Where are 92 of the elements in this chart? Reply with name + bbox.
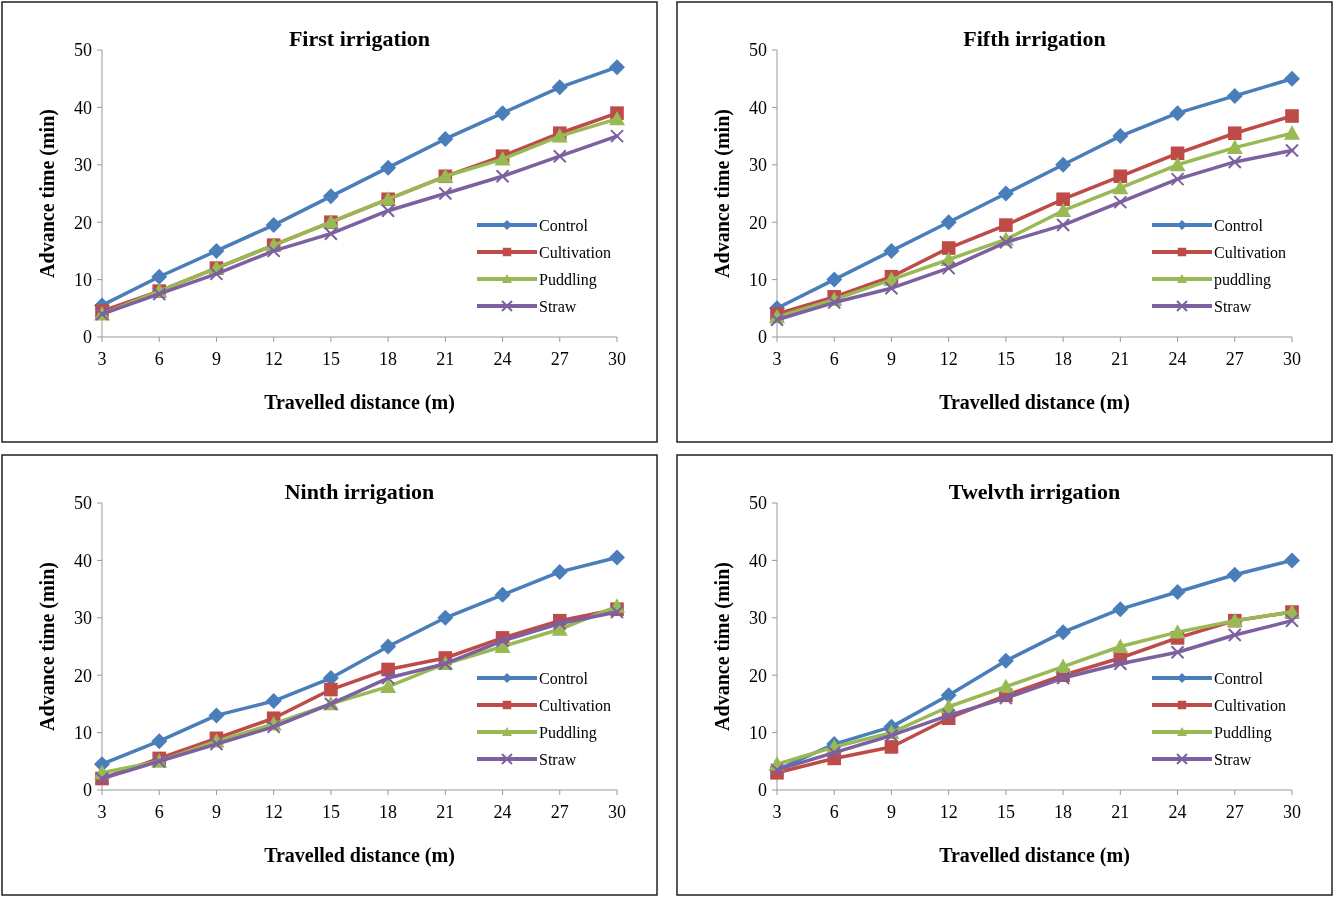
x-tick-label: 27 xyxy=(1225,802,1244,822)
y-tick-label: 0 xyxy=(83,327,92,348)
y-tick-label: 20 xyxy=(749,212,767,233)
x-tick-label: 9 xyxy=(886,802,896,822)
x-tick-label: 9 xyxy=(211,349,221,369)
x-axis-title: Travelled distance (m) xyxy=(939,844,1130,867)
x-tick-label: 12 xyxy=(264,802,283,822)
x-tick-label: 9 xyxy=(886,349,896,369)
legend-label: Cultivation xyxy=(1214,243,1286,261)
chart-title: Ninth irrigation xyxy=(284,479,435,504)
y-tick-label: 40 xyxy=(74,97,92,118)
legend-label: Cultivation xyxy=(539,696,611,714)
y-tick-label: 20 xyxy=(749,665,767,686)
x-tick-label: 21 xyxy=(436,802,455,822)
x-axis-title: Travelled distance (m) xyxy=(264,844,455,867)
y-tick-label: 40 xyxy=(749,97,767,118)
y-tick-label: 50 xyxy=(74,40,92,61)
x-tick-label: 30 xyxy=(608,802,626,822)
x-tick-label: 6 xyxy=(154,802,164,822)
legend-label: Puddling xyxy=(1214,723,1272,742)
x-tick-label: 12 xyxy=(939,349,958,369)
x-tick-label: 24 xyxy=(1168,802,1187,822)
y-tick-label: 30 xyxy=(74,608,92,629)
y-tick-label: 0 xyxy=(758,327,767,348)
y-tick-label: 10 xyxy=(74,722,92,743)
legend-label: Straw xyxy=(1214,750,1252,768)
x-tick-label: 3 xyxy=(772,349,782,369)
x-tick-label: 18 xyxy=(379,802,398,822)
x-tick-label: 15 xyxy=(321,349,340,369)
chart-title: Fifth irrigation xyxy=(963,26,1106,51)
legend-label: Straw xyxy=(539,297,577,315)
legend-label: Puddling xyxy=(539,270,597,289)
chart-title: First irrigation xyxy=(288,26,431,51)
y-tick-label: 20 xyxy=(74,212,92,233)
x-tick-label: 9 xyxy=(211,802,221,822)
x-tick-label: 3 xyxy=(97,802,107,822)
x-tick-label: 24 xyxy=(1168,349,1187,369)
y-tick-label: 40 xyxy=(749,550,767,571)
y-tick-label: 30 xyxy=(74,155,92,176)
x-tick-label: 3 xyxy=(97,349,107,369)
x-tick-label: 15 xyxy=(996,349,1015,369)
y-axis-title: Advance time (min) xyxy=(36,562,59,731)
legend-label: Cultivation xyxy=(539,243,611,261)
legend-label: Control xyxy=(1214,669,1264,687)
legend-label: Control xyxy=(539,669,589,687)
y-axis-title: Advance time (min) xyxy=(711,109,734,278)
y-tick-label: 40 xyxy=(74,550,92,571)
x-tick-label: 24 xyxy=(493,349,512,369)
y-tick-label: 50 xyxy=(749,40,767,61)
y-tick-label: 10 xyxy=(74,269,92,290)
x-tick-label: 18 xyxy=(1054,802,1073,822)
x-tick-label: 15 xyxy=(996,802,1015,822)
legend-label: Control xyxy=(1214,216,1264,234)
x-tick-label: 21 xyxy=(1111,349,1130,369)
x-tick-label: 27 xyxy=(550,802,569,822)
x-tick-label: 6 xyxy=(829,349,839,369)
x-tick-label: 12 xyxy=(939,802,958,822)
x-axis-title: Travelled distance (m) xyxy=(939,391,1130,414)
x-tick-label: 30 xyxy=(608,349,626,369)
x-tick-label: 21 xyxy=(436,349,455,369)
y-axis-title: Advance time (min) xyxy=(36,109,59,278)
x-tick-label: 24 xyxy=(493,802,512,822)
x-tick-label: 30 xyxy=(1283,349,1301,369)
legend-label: Control xyxy=(539,216,589,234)
legend-label: Straw xyxy=(1214,297,1252,315)
y-tick-label: 20 xyxy=(74,665,92,686)
x-tick-label: 15 xyxy=(321,802,340,822)
y-tick-label: 10 xyxy=(749,269,767,290)
y-tick-label: 0 xyxy=(758,780,767,801)
x-tick-label: 27 xyxy=(1225,349,1244,369)
x-tick-label: 18 xyxy=(379,349,398,369)
y-tick-label: 30 xyxy=(749,608,767,629)
x-tick-label: 18 xyxy=(1054,349,1073,369)
x-tick-label: 27 xyxy=(550,349,569,369)
x-tick-label: 12 xyxy=(264,349,283,369)
legend-label: Puddling xyxy=(539,723,597,742)
chart-title: Twelvth irrigation xyxy=(948,479,1121,504)
legend-label: puddling xyxy=(1214,270,1271,289)
y-tick-label: 50 xyxy=(749,493,767,514)
y-axis-title: Advance time (min) xyxy=(711,562,734,731)
y-tick-label: 10 xyxy=(749,722,767,743)
y-tick-label: 50 xyxy=(74,493,92,514)
x-tick-label: 30 xyxy=(1283,802,1301,822)
x-tick-label: 6 xyxy=(829,802,839,822)
x-axis-title: Travelled distance (m) xyxy=(264,391,455,414)
x-tick-label: 21 xyxy=(1111,802,1130,822)
x-tick-label: 6 xyxy=(154,349,164,369)
legend-label: Cultivation xyxy=(1214,696,1286,714)
x-tick-label: 3 xyxy=(772,802,782,822)
legend-label: Straw xyxy=(539,750,577,768)
y-tick-label: 0 xyxy=(83,780,92,801)
y-tick-label: 30 xyxy=(749,155,767,176)
